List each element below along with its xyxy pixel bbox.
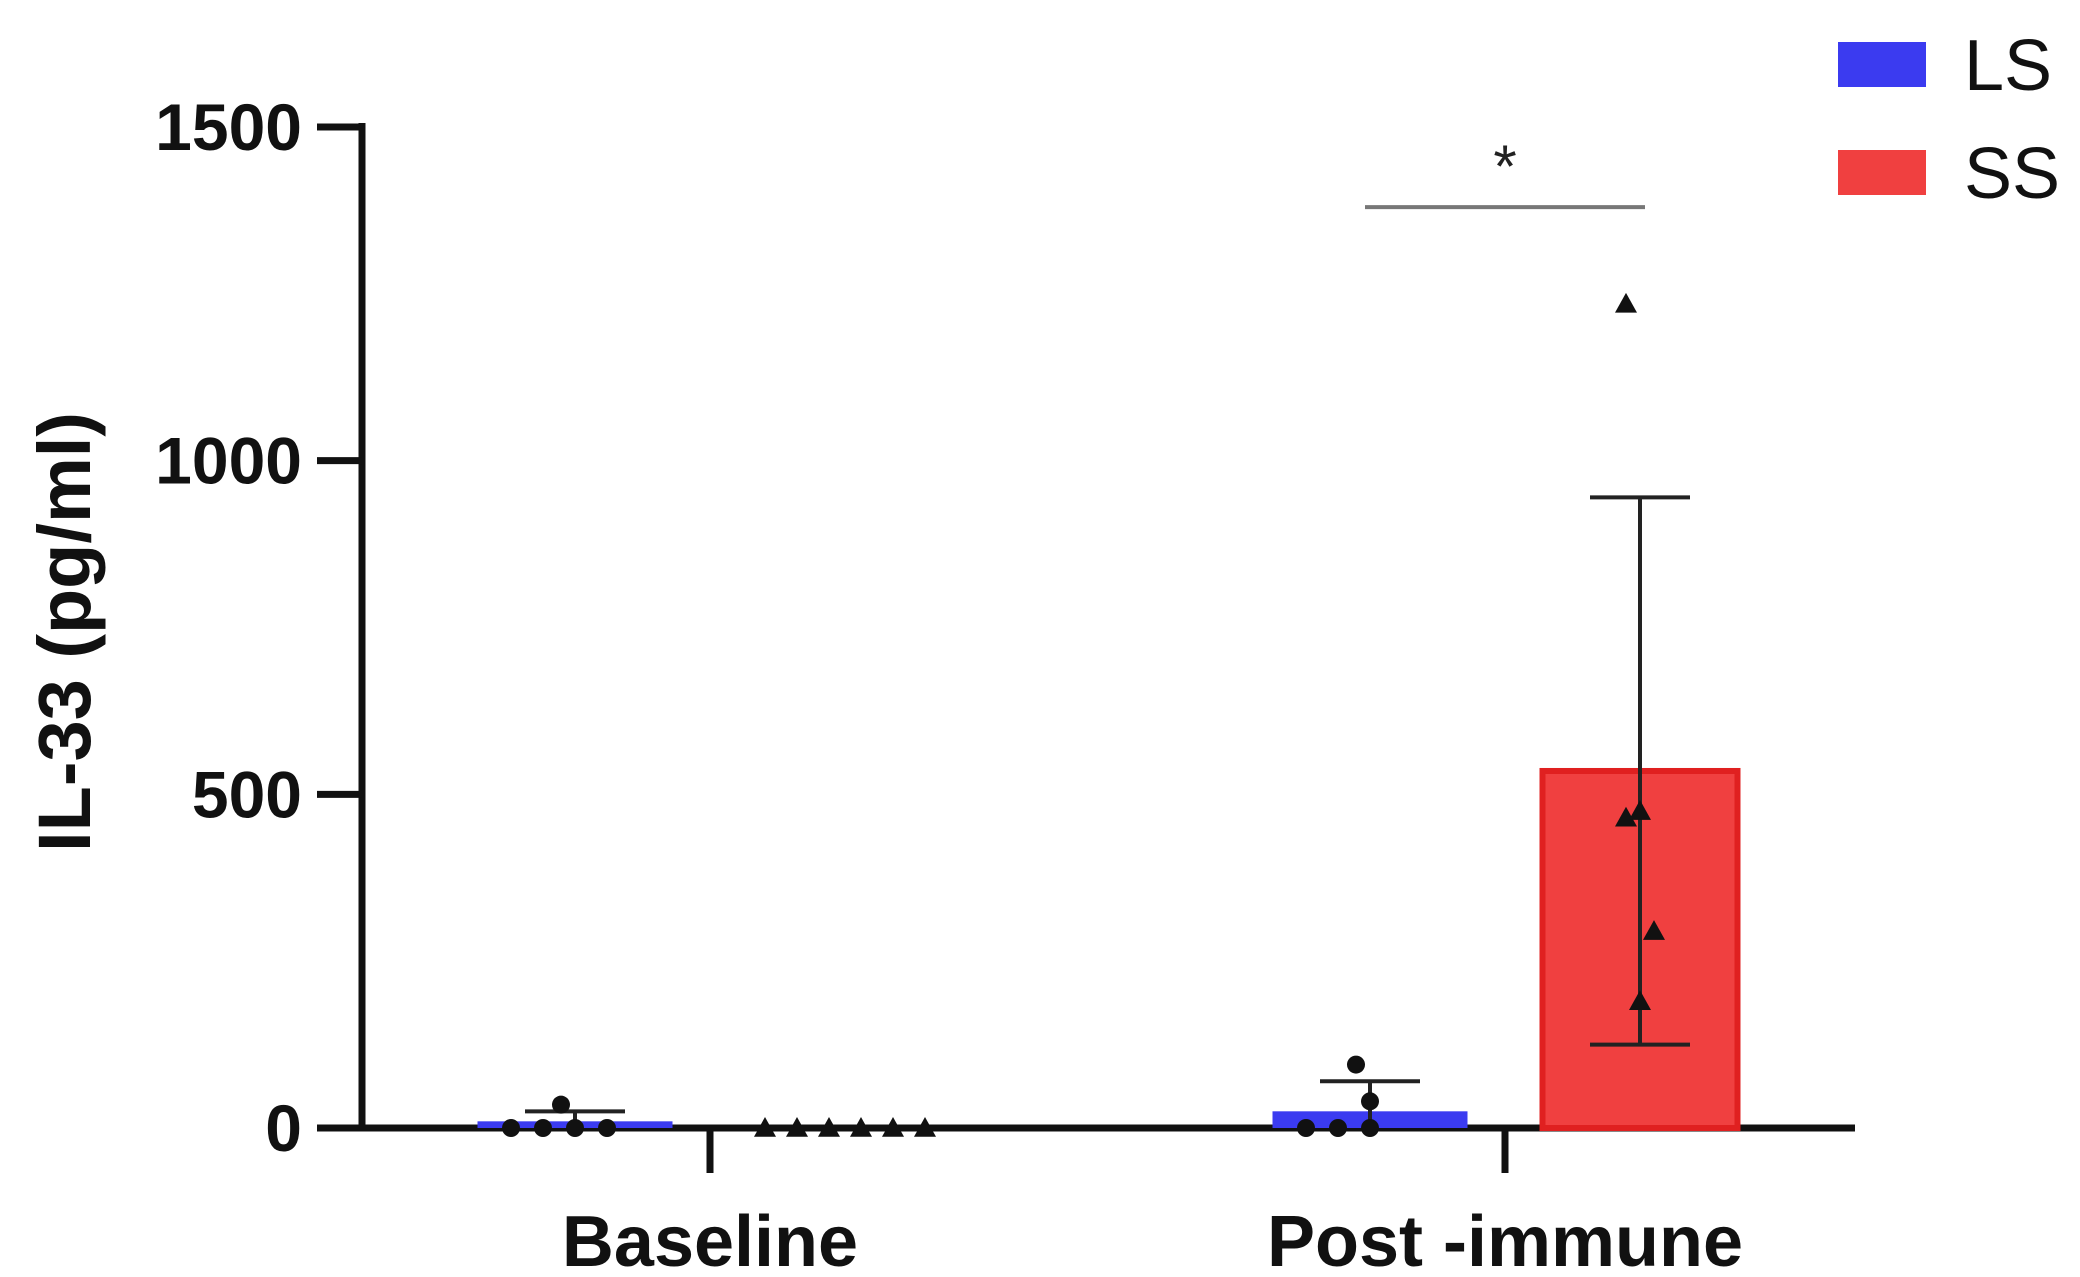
- legend-label-ls: LS: [1964, 26, 2052, 106]
- data-point-ls: [1361, 1119, 1379, 1137]
- data-point-ls: [552, 1095, 570, 1114]
- data-point-ls: [1361, 1092, 1379, 1111]
- data-point-ss: [1615, 292, 1637, 313]
- x-tick-label: Baseline: [562, 1202, 858, 1277]
- data-point-ls: [598, 1119, 616, 1137]
- data-point-ls: [566, 1119, 584, 1137]
- error-bars: [525, 495, 1690, 1128]
- significance-label: *: [1493, 133, 1516, 200]
- axes: 0 500 1000 1500 Baseline Post -immune: [155, 90, 1855, 1277]
- y-tick-label: 500: [192, 757, 302, 831]
- data-point-ss: [786, 1117, 808, 1137]
- data-points: [502, 292, 1665, 1137]
- data-point-ss: [818, 1117, 840, 1137]
- legend: LS SS: [1838, 26, 2060, 214]
- y-tick-label: 1000: [155, 424, 302, 498]
- data-point-ss: [1629, 990, 1651, 1011]
- data-point-ss: [914, 1117, 936, 1137]
- data-point-ss: [1615, 806, 1637, 827]
- data-point-ls: [502, 1119, 520, 1137]
- data-point-ss: [754, 1117, 776, 1137]
- data-point-ls: [534, 1119, 552, 1137]
- legend-swatch-ss: [1838, 150, 1926, 195]
- bars: [477, 767, 1741, 1132]
- data-point-ls: [1347, 1055, 1365, 1074]
- significance-annotation: *: [1365, 133, 1645, 210]
- data-point-ls: [1329, 1119, 1347, 1137]
- y-axis-title: IL-33 (pg/ml): [23, 412, 106, 852]
- legend-swatch-ls: [1838, 42, 1926, 87]
- x-tick-label: Post -immune: [1267, 1202, 1743, 1277]
- y-tick-label: 0: [265, 1091, 302, 1165]
- data-point-ss: [1629, 800, 1651, 820]
- data-point-ls: [1297, 1119, 1315, 1137]
- legend-label-ss: SS: [1964, 134, 2060, 214]
- data-point-ss: [1643, 920, 1665, 940]
- y-tick-label: 1500: [155, 90, 302, 164]
- data-point-ss: [850, 1117, 872, 1137]
- data-point-ss: [882, 1117, 904, 1137]
